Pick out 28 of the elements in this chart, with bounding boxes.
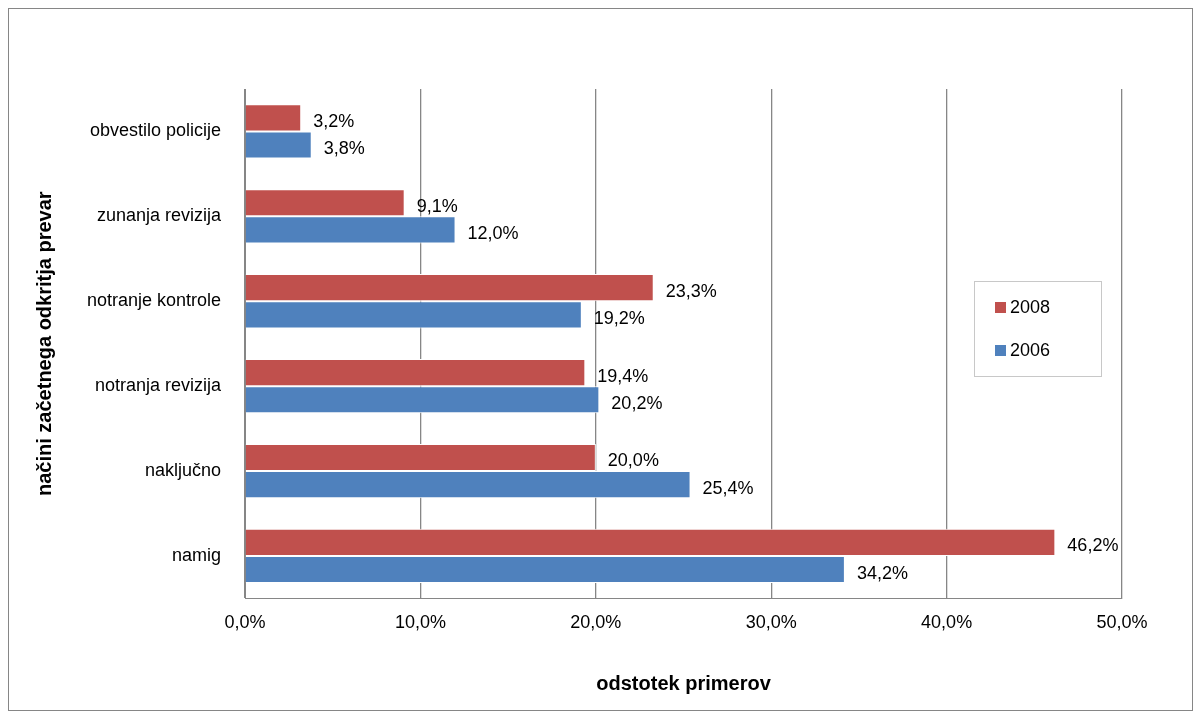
data-label: 9,1% [416,195,458,216]
data-label: 12,0% [467,222,519,243]
legend-label: 2008 [1010,297,1051,318]
x-tick-label: 50,0% [1096,612,1148,633]
data-label: 3,8% [323,138,365,158]
y-tick-label: naključno [145,460,222,481]
x-axis-title: odstotek primerov [596,671,772,694]
data-label: 25,4% [702,477,754,498]
x-tick-label: 20,0% [570,612,622,633]
data-label: 23,3% [665,280,717,301]
x-tick-label: 0,0% [224,612,266,633]
x-tick-label: 10,0% [394,612,446,633]
y-tick-label: zunanja revizija [97,205,223,226]
legend-label: 2006 [1010,340,1051,361]
data-label: 34,2% [856,562,908,583]
data-label: 46,2% [1067,535,1119,556]
data-label: 20,2% [611,392,663,413]
y-tick-label: notranja revizija [95,375,223,396]
x-tick-label: 40,0% [921,612,973,633]
data-label: 19,2% [593,307,645,328]
y-axis-title: načini začetnega odkritja prevar [32,191,55,496]
data-label: 19,4% [597,365,649,386]
data-label: 20,0% [607,450,659,471]
x-tick-label: 30,0% [745,612,797,633]
y-tick-label: notranje kontrole [86,290,222,311]
y-tick-label: namig [172,544,222,565]
data-label: 3,2% [313,110,355,131]
y-tick-label: obvestilo policije [90,120,222,141]
